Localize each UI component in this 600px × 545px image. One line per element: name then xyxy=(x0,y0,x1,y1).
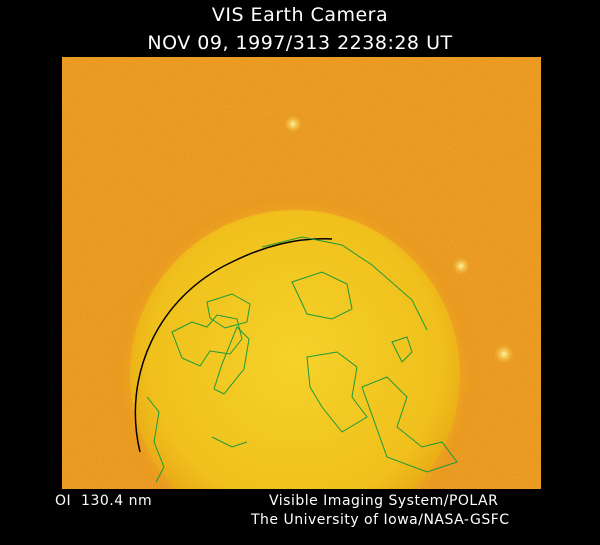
credit-instrument: Visible Imaging System/POLAR xyxy=(269,493,499,509)
bright-spot xyxy=(284,115,302,133)
image-timestamp: NOV 09, 1997/313 2238:28 UT xyxy=(147,32,453,54)
bright-spot xyxy=(452,257,470,275)
earth-camera-image xyxy=(62,57,541,489)
coastlines xyxy=(146,236,458,483)
earth-disc xyxy=(130,210,460,489)
earth-limb-line xyxy=(134,237,333,453)
bright-spot xyxy=(494,344,514,364)
credit-institution: The University of Iowa/NASA-GSFC xyxy=(251,512,510,528)
image-title: VIS Earth Camera xyxy=(211,4,389,26)
wavelength-label: OI 130.4 nm xyxy=(55,493,153,509)
